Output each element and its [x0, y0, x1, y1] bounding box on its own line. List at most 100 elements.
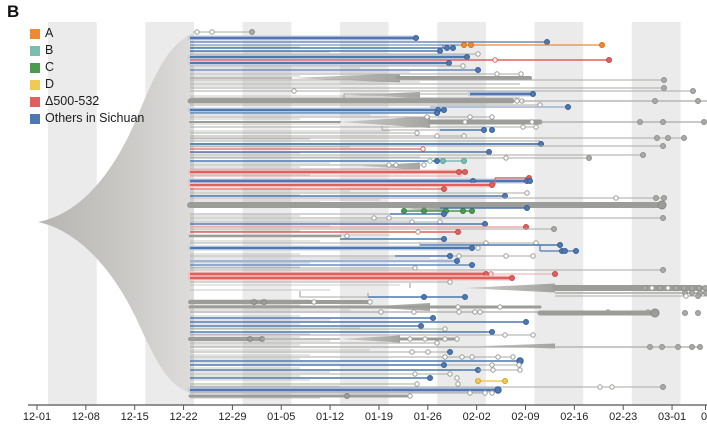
tip-dot: [430, 315, 436, 321]
tip-open-circle: [442, 326, 448, 332]
tip-open-circle: [649, 285, 655, 291]
tip-dot: [523, 319, 529, 325]
tip-dot: [446, 60, 452, 66]
tip-open-circle: [490, 367, 496, 373]
tip-open-circle: [447, 371, 453, 377]
tip-open-circle: [477, 309, 483, 315]
tip-dot: [650, 308, 660, 318]
tip-dot: [460, 208, 466, 214]
tip-dot: [695, 98, 701, 104]
tip-dot: [261, 299, 267, 305]
legend-label: D: [45, 77, 55, 91]
tip-open-circle: [475, 51, 481, 57]
x-axis-label: 02-09: [511, 411, 539, 423]
root-funnel: [38, 33, 194, 394]
tip-dot: [427, 375, 433, 381]
legend-item: A: [30, 25, 144, 42]
tip-open-circle: [412, 371, 418, 377]
x-axis-label: 01-05: [267, 411, 295, 423]
tip-open-circle: [665, 285, 671, 291]
tip-open-circle: [411, 309, 417, 315]
tip-open-circle: [378, 309, 384, 315]
tip-dot: [509, 275, 515, 281]
tip-open-circle: [517, 367, 523, 373]
tip-dot: [401, 208, 407, 214]
tip-dot: [486, 149, 492, 155]
tip-dot: [657, 285, 663, 291]
legend-swatch-icon: [30, 62, 40, 73]
tip-dot: [481, 127, 487, 133]
tip-open-circle: [462, 119, 468, 125]
tip-dot: [413, 35, 419, 41]
tip-dot: [675, 344, 681, 350]
tip-dot: [586, 155, 592, 161]
tip-dot: [447, 253, 453, 259]
legend-swatch-icon: [30, 28, 40, 39]
tip-open-circle: [497, 304, 503, 310]
tip-open-circle: [422, 336, 428, 342]
tip-dot: [441, 211, 447, 217]
tip-open-circle: [291, 88, 297, 94]
tip-dot: [489, 127, 495, 133]
tip-open-circle: [467, 114, 473, 120]
tip-dot: [489, 182, 495, 188]
legend-label: A: [45, 26, 54, 40]
tip-open-circle: [489, 362, 495, 368]
tip-dot: [697, 344, 703, 350]
tip-open-circle: [609, 384, 615, 390]
x-axis-label: 12-29: [218, 411, 246, 423]
tip-open-circle: [371, 215, 377, 221]
tip-open-circle: [510, 354, 516, 360]
tip-dot: [421, 294, 427, 300]
tip-open-circle: [427, 158, 433, 164]
tip-dot: [557, 242, 563, 248]
tip-open-circle: [494, 71, 500, 77]
tip-dot: [640, 152, 646, 158]
tip-dot: [434, 158, 440, 164]
legend-label: B: [45, 43, 54, 57]
tip-dot: [461, 42, 467, 48]
tip-dot: [660, 119, 666, 125]
tip-dot: [437, 48, 443, 54]
tip-dot: [441, 107, 447, 113]
x-axis-label: 12-08: [72, 411, 100, 423]
tip-open-circle: [597, 384, 603, 390]
tip-open-circle: [425, 349, 431, 355]
tip-dot: [654, 135, 660, 141]
x-axis-label: 12-01: [23, 411, 51, 423]
tip-open-circle: [434, 340, 440, 346]
tip-dot: [665, 135, 671, 141]
tip-dot: [652, 98, 658, 104]
x-axis-label: 01-12: [316, 411, 344, 423]
tip-dot: [489, 329, 495, 335]
tip-dot: [444, 45, 450, 51]
tip-dot: [660, 384, 666, 390]
tip-open-circle: [367, 299, 373, 305]
tip-dot: [661, 85, 667, 91]
x-axis-label: 02-23: [609, 411, 637, 423]
tip-dot: [681, 135, 687, 141]
tip-open-circle: [447, 279, 453, 285]
legend-label: Others in Sichuan: [45, 111, 145, 125]
tip-dot: [447, 349, 453, 355]
tip-dot: [637, 119, 643, 125]
tip-dot: [418, 323, 424, 329]
tip-dot: [464, 54, 470, 60]
tip-dot: [701, 119, 707, 125]
tip-dot: [527, 178, 533, 184]
tip-dot: [682, 310, 688, 316]
tip-dot: [456, 169, 462, 175]
tip-dot: [544, 39, 550, 45]
tip-open-circle: [414, 130, 420, 136]
tip-open-circle: [530, 332, 536, 338]
tip-dot: [703, 290, 707, 296]
legend-item: Δ500-532: [30, 93, 144, 110]
x-axis-label: 01-19: [365, 411, 393, 423]
tip-dot: [462, 169, 468, 175]
tip-open-circle: [194, 29, 200, 35]
clade-wedge: [340, 335, 400, 343]
tip-dot: [494, 386, 502, 394]
legend-swatch-icon: [30, 96, 40, 107]
tip-dot: [695, 310, 701, 316]
